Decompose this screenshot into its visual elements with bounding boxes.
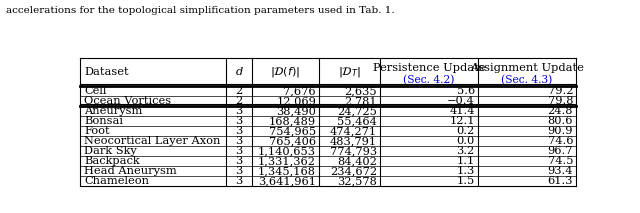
- Text: 38,490: 38,490: [276, 106, 316, 116]
- Text: 3: 3: [236, 126, 243, 136]
- Text: Head Aneurysm: Head Aneurysm: [84, 166, 177, 176]
- Text: 1.5: 1.5: [456, 176, 475, 186]
- Text: 90.9: 90.9: [548, 126, 573, 136]
- Text: Dark Sky: Dark Sky: [84, 146, 137, 156]
- Text: 79.2: 79.2: [548, 86, 573, 96]
- Text: 234,672: 234,672: [330, 166, 377, 176]
- Text: 55,464: 55,464: [337, 116, 377, 126]
- Text: 93.4: 93.4: [548, 166, 573, 176]
- Text: 24.8: 24.8: [548, 106, 573, 116]
- Text: Ocean Vortices: Ocean Vortices: [84, 96, 171, 106]
- Text: 3: 3: [236, 116, 243, 126]
- Text: accelerations for the topological simplification parameters used in Tab. 1.: accelerations for the topological simpli…: [6, 6, 395, 15]
- Text: Foot: Foot: [84, 126, 109, 136]
- Text: 2,635: 2,635: [344, 86, 377, 96]
- Text: 3: 3: [236, 136, 243, 146]
- Text: (Sec. 4.3): (Sec. 4.3): [501, 75, 552, 85]
- Text: 765,406: 765,406: [269, 136, 316, 146]
- Text: 3: 3: [236, 156, 243, 166]
- Text: 7,676: 7,676: [284, 86, 316, 96]
- Text: Neocortical Layer Axon: Neocortical Layer Axon: [84, 136, 220, 146]
- Text: 1,140,653: 1,140,653: [258, 146, 316, 156]
- Text: (Sec. 4.2): (Sec. 4.2): [403, 75, 454, 85]
- Text: d: d: [236, 67, 243, 77]
- Text: 80.6: 80.6: [548, 116, 573, 126]
- Text: 79.8: 79.8: [548, 96, 573, 106]
- Text: $|\mathcal{D}_T|$: $|\mathcal{D}_T|$: [338, 65, 361, 79]
- Text: 474,271: 474,271: [330, 126, 377, 136]
- Text: Assignment Update: Assignment Update: [470, 63, 584, 73]
- Text: 32,578: 32,578: [337, 176, 377, 186]
- Text: 3: 3: [236, 166, 243, 176]
- Text: Aneurysm: Aneurysm: [84, 106, 142, 116]
- Text: Persistence Update: Persistence Update: [372, 63, 485, 73]
- Text: 3: 3: [236, 176, 243, 186]
- Text: $|\mathcal{D}(f)|$: $|\mathcal{D}(f)|$: [271, 65, 301, 79]
- Text: 5.6: 5.6: [456, 86, 475, 96]
- Text: 12.1: 12.1: [449, 116, 475, 126]
- Text: 483,791: 483,791: [330, 136, 377, 146]
- Text: 12,069: 12,069: [276, 96, 316, 106]
- Text: 1,331,362: 1,331,362: [258, 156, 316, 166]
- Text: 41.4: 41.4: [449, 106, 475, 116]
- Text: 3.2: 3.2: [456, 146, 475, 156]
- Text: 1.1: 1.1: [456, 156, 475, 166]
- Text: Dataset: Dataset: [84, 67, 129, 77]
- Text: 61.3: 61.3: [548, 176, 573, 186]
- Text: 74.5: 74.5: [548, 156, 573, 166]
- Text: 24,725: 24,725: [337, 106, 377, 116]
- Text: 168,489: 168,489: [269, 116, 316, 126]
- Text: Bonsai: Bonsai: [84, 116, 123, 126]
- Text: 96.7: 96.7: [548, 146, 573, 156]
- Text: Backpack: Backpack: [84, 156, 140, 166]
- Text: 0.2: 0.2: [456, 126, 475, 136]
- Text: 3: 3: [236, 146, 243, 156]
- Text: 84,402: 84,402: [337, 156, 377, 166]
- Text: 3,641,961: 3,641,961: [258, 176, 316, 186]
- Text: 74.6: 74.6: [548, 136, 573, 146]
- Text: 1,345,168: 1,345,168: [258, 166, 316, 176]
- Text: 774,793: 774,793: [330, 146, 377, 156]
- Text: Cell: Cell: [84, 86, 106, 96]
- Text: −0.4: −0.4: [447, 96, 475, 106]
- Text: 2: 2: [236, 86, 243, 96]
- Text: 2: 2: [236, 96, 243, 106]
- Text: Chameleon: Chameleon: [84, 176, 149, 186]
- Text: 2,781: 2,781: [344, 96, 377, 106]
- Text: 1.3: 1.3: [456, 166, 475, 176]
- Text: 0.0: 0.0: [456, 136, 475, 146]
- Text: 3: 3: [236, 106, 243, 116]
- Text: 754,965: 754,965: [269, 126, 316, 136]
